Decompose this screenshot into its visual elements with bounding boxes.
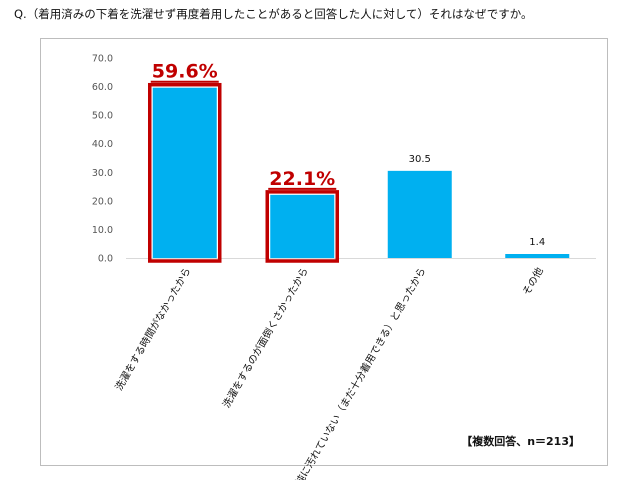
bar <box>387 170 452 258</box>
data-label: 22.1% <box>269 168 335 190</box>
y-tick-label: 50.0 <box>92 111 113 122</box>
y-tick-label: 20.0 <box>92 196 113 207</box>
chart-frame <box>40 38 608 466</box>
bar <box>152 87 217 258</box>
sample-note: 【複数回答、n＝213】 <box>461 435 580 448</box>
y-tick-label: 0.0 <box>98 254 113 265</box>
data-label: 1.4 <box>529 237 545 248</box>
data-label: 59.6% <box>152 61 218 83</box>
highlight-box <box>265 190 339 263</box>
question-title: Q.（着用済みの下着を洗濯せず再度着用したことがあると回答した人に対して）それは… <box>14 7 533 21</box>
data-label: 30.5 <box>409 154 431 165</box>
y-tick-label: 60.0 <box>92 82 113 93</box>
highlight-box <box>148 82 222 263</box>
y-tick-label: 40.0 <box>92 139 113 150</box>
y-tick-label: 70.0 <box>92 54 113 65</box>
x-category-label: 洗濯をするのが面倒くさかったから <box>220 265 311 410</box>
x-category-label: 洗濯をする時間がなかったから <box>112 265 193 393</box>
y-tick-label: 30.0 <box>92 168 113 179</box>
bar <box>270 194 335 258</box>
y-tick-label: 10.0 <box>92 225 113 236</box>
x-category-label: 単純に汚れていない（まだ十分着用できる）と思ったから <box>287 265 428 480</box>
bar <box>505 254 570 258</box>
x-category-label: その他 <box>520 265 546 297</box>
